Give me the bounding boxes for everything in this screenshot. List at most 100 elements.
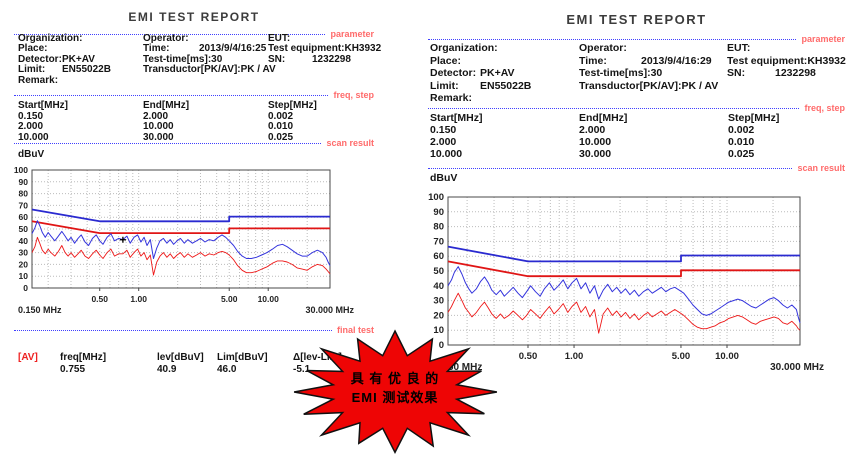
- separator-line: [428, 107, 800, 109]
- param-label: Time:: [143, 43, 170, 55]
- table-header-row: Start[MHz] End[MHz] Step[MHz]: [430, 112, 845, 124]
- column-header: lev[dBuV]: [157, 352, 204, 363]
- param-row: Limit: EN55022B: [18, 64, 111, 76]
- separator-line: [14, 94, 329, 96]
- separator-line: [14, 329, 332, 331]
- param-value: EN55022B: [480, 79, 532, 92]
- param-value: PK / AV: [681, 79, 719, 92]
- section-label: scan result: [797, 163, 845, 173]
- section-separator-parameter: parameter: [14, 29, 374, 39]
- svg-text:30.000 MHz: 30.000 MHz: [305, 305, 354, 315]
- cell: 46.0: [217, 364, 237, 375]
- param-label: Time:: [579, 54, 607, 67]
- y-axis-unit: dBuV: [430, 172, 458, 184]
- svg-text:20: 20: [19, 259, 29, 269]
- section-separator-freq-step: freq, step: [14, 90, 374, 100]
- param-row: Organization:: [430, 42, 531, 55]
- svg-text:60: 60: [433, 251, 444, 262]
- section-separator-scan-result: scan result: [14, 138, 374, 148]
- svg-text:10: 10: [433, 325, 444, 336]
- svg-text:50: 50: [433, 266, 444, 277]
- table-header-row: [AV] freq[MHz] lev[dBuV] Lim[dBuV] Δ[lev-Lim…: [18, 352, 374, 364]
- param-label: EUT:: [727, 42, 751, 54]
- column-header: Step[MHz]: [728, 112, 780, 124]
- svg-text:60: 60: [19, 212, 29, 222]
- svg-text:1.00: 1.00: [130, 294, 147, 304]
- column-header: End[MHz]: [579, 112, 628, 124]
- separator-line: [428, 167, 793, 169]
- param-row: Transductor[PK/AV]:PK / AV: [579, 80, 718, 93]
- param-value: PK+AV: [62, 53, 95, 65]
- svg-text:0.150 MHz: 0.150 MHz: [18, 305, 62, 315]
- section-label: parameter: [801, 34, 845, 44]
- svg-text:70: 70: [19, 200, 29, 210]
- svg-text:90: 90: [19, 177, 29, 187]
- svg-text:30.000 MHz: 30.000 MHz: [770, 362, 824, 373]
- report-title: EMI TEST REPORT: [566, 12, 707, 27]
- svg-text:0: 0: [23, 283, 28, 293]
- report-panel-right: EMI TEST REPORT parameter Organization: …: [428, 8, 846, 428]
- report-title: EMI TEST REPORT: [128, 10, 260, 24]
- cell: 30.000: [143, 131, 174, 143]
- param-row: Organization:: [18, 33, 111, 44]
- section-label: parameter: [330, 29, 374, 39]
- param-value: 1232298: [775, 67, 816, 80]
- table-header-row: Start[MHz] End[MHz] Step[MHz]: [18, 100, 374, 112]
- svg-text:10.00: 10.00: [715, 351, 739, 362]
- column-header: Start[MHz]: [18, 100, 68, 111]
- svg-text:5.00: 5.00: [672, 351, 691, 362]
- cell: 10.000: [430, 148, 463, 160]
- param-row: Time: 2013/9/4/16:25: [143, 43, 276, 55]
- cell: 0.150: [430, 124, 457, 136]
- svg-text:10.00: 10.00: [258, 294, 280, 304]
- param-column-2: Operator: Time: 2013/9/4/16:29 Test-time[…: [579, 42, 718, 92]
- table-row: 0.150 2.000 0.002: [18, 110, 374, 123]
- cell: 0.010: [268, 121, 294, 133]
- param-row: Limit: EN55022B: [430, 80, 531, 93]
- param-label: Test-time[ms]:: [143, 53, 212, 65]
- svg-text:50: 50: [19, 224, 29, 234]
- column-header: Lim[dBuV]: [217, 352, 268, 363]
- param-label: Organization:: [430, 42, 498, 54]
- param-label: Test equipment:: [268, 43, 345, 55]
- starburst-shape: [293, 329, 498, 455]
- table-row: 0.150 2.000 0.002: [430, 124, 845, 136]
- svg-text:0.50: 0.50: [91, 294, 108, 304]
- detector-tag: [AV]: [18, 352, 38, 363]
- param-value: 2013/9/4/16:25: [199, 43, 267, 55]
- svg-text:10: 10: [19, 271, 29, 281]
- svg-text:80: 80: [433, 222, 444, 233]
- svg-text:100: 100: [14, 165, 28, 175]
- cell: 10.000: [18, 131, 49, 143]
- svg-text:0.150 MHz: 0.150 MHz: [434, 362, 482, 373]
- param-value: 30: [650, 67, 663, 80]
- param-row: Test-time[ms]:30: [143, 53, 276, 65]
- param-row: Remark:: [430, 92, 531, 105]
- svg-text:90: 90: [433, 207, 444, 218]
- scan-result-chart: 0 10 20 30 40 50 60 70 80 90 100 0.50 1.00 5.00 10.00 0…: [428, 192, 824, 373]
- svg-text:20: 20: [433, 310, 444, 321]
- param-label: Limit:: [430, 79, 459, 92]
- report-panel-left: EMI TEST REPORT parameter Organization: …: [14, 8, 381, 458]
- svg-text:1.00: 1.00: [565, 351, 584, 362]
- cell: 2.000: [18, 121, 44, 133]
- svg-text:100: 100: [428, 192, 444, 203]
- svg-text:40: 40: [19, 236, 29, 246]
- table-row: 10.000 30.000 0.025: [430, 148, 845, 160]
- param-value: EN55022B: [62, 64, 111, 76]
- separator-line: [14, 142, 322, 144]
- table-row: 2.000 10.000 0.010: [18, 121, 374, 133]
- param-label: Transductor[PK/AV]:: [143, 64, 241, 76]
- param-label: Place:: [18, 43, 48, 55]
- param-label: Place:: [430, 54, 461, 67]
- param-row: EUT:: [727, 42, 846, 55]
- param-row: Test-time[ms]:30: [579, 67, 718, 80]
- cell: 0.755: [60, 364, 86, 375]
- cell: 2.000: [143, 110, 169, 122]
- param-value: 1232298: [312, 53, 351, 65]
- param-label: Detector:: [18, 53, 62, 65]
- column-header: Δ[lev-Lim]: [293, 352, 342, 363]
- separator-line: [14, 33, 326, 35]
- cell: 30.000: [579, 148, 612, 160]
- param-row: SN: 1232298: [268, 53, 381, 65]
